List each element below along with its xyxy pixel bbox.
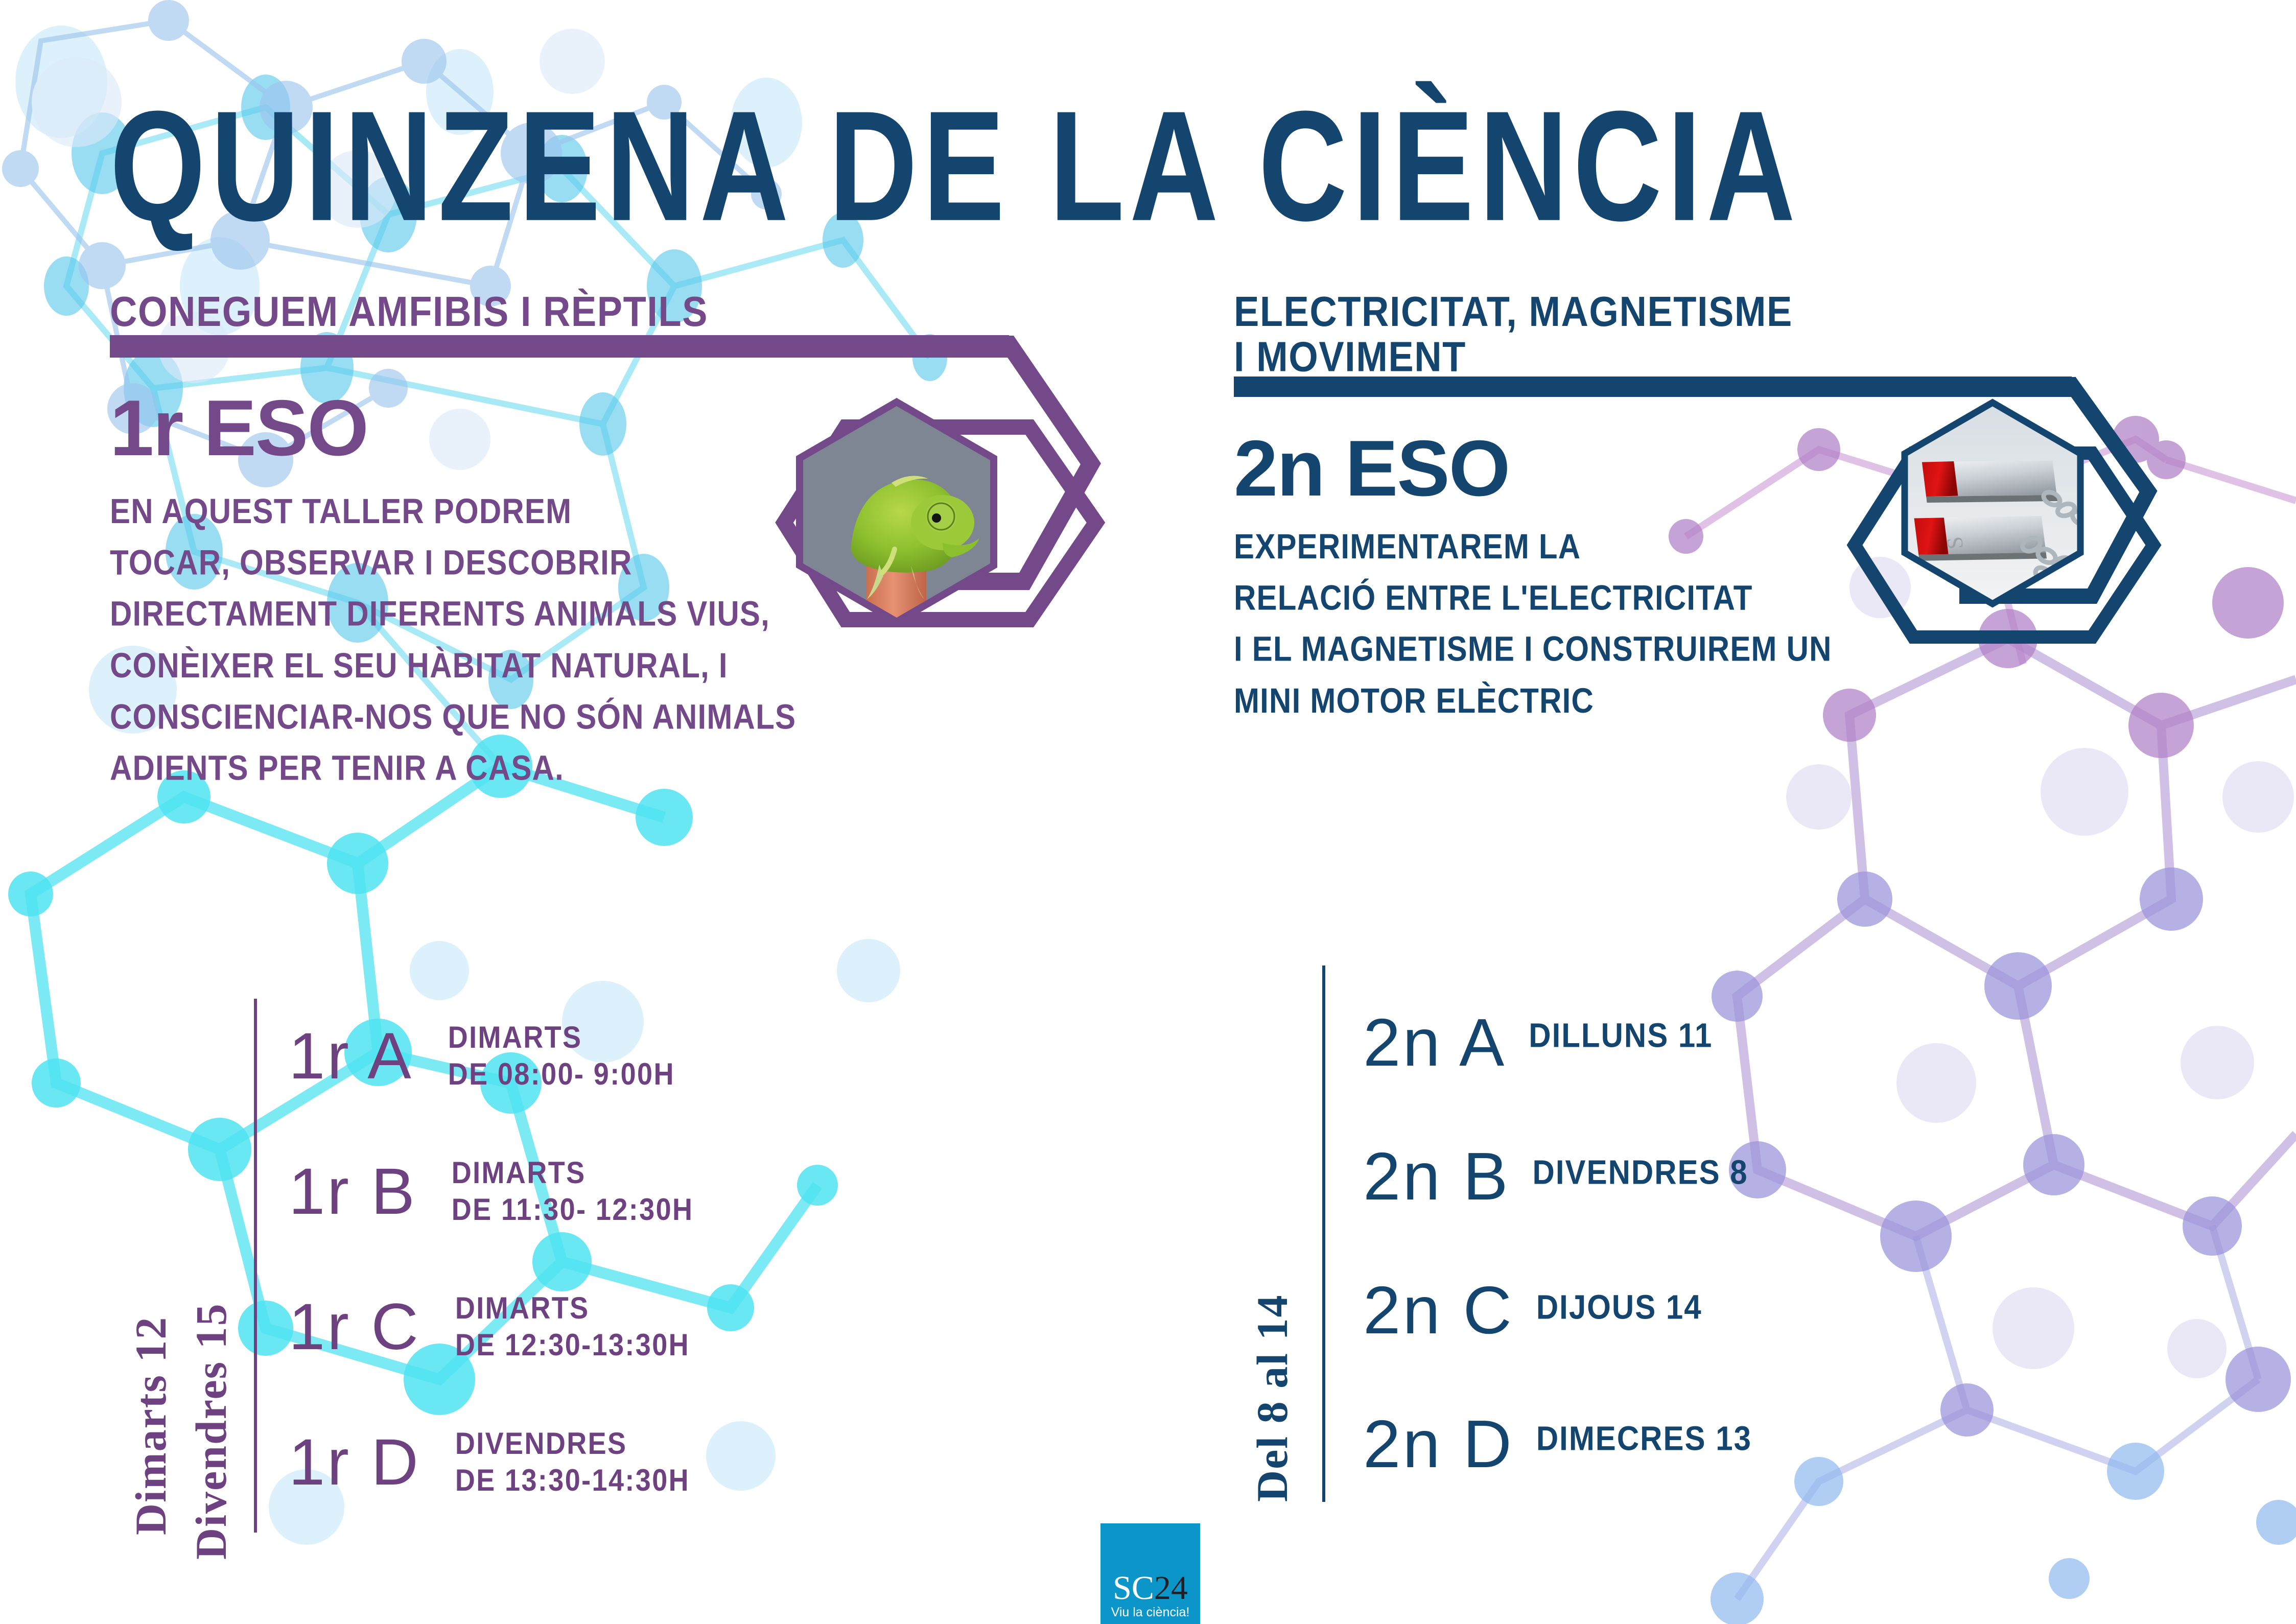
date-label-del-8-al-14: Del 8 al 14 bbox=[1248, 1294, 1297, 1502]
class-time: DIMARTS DE 11:30- 12:30H bbox=[451, 1156, 694, 1227]
chameleon-photo bbox=[789, 396, 1004, 626]
schedule-1r-eso: Dimarts 12 Divendres 15 1r A DIMARTS DE … bbox=[110, 988, 1132, 1560]
schedule-row: 2n D DIMECRES 13 bbox=[1363, 1377, 2053, 1511]
sc24-logo: SC24 Viu la ciència! bbox=[1100, 1523, 1200, 1624]
class-name: 2n D bbox=[1363, 1406, 1514, 1481]
class-time: DIMARTS DE 12:30-13:30H bbox=[455, 1291, 690, 1362]
class-name: 1r B bbox=[289, 1155, 417, 1228]
class-date: DIVENDRES 8 bbox=[1532, 1152, 1748, 1191]
page-title: QUINZENA DE LA CIÈNCIA bbox=[110, 78, 1801, 254]
logo-wordmark: SC24 bbox=[1113, 1569, 1188, 1607]
class-name: 2n A bbox=[1363, 1005, 1507, 1080]
date-label-divendres-15: Divendres 15 bbox=[186, 1303, 236, 1560]
logo-sc-text: SC bbox=[1113, 1569, 1154, 1607]
magnet-photo: S bbox=[1890, 393, 2095, 613]
class-date: DIJOUS 14 bbox=[1536, 1287, 1702, 1326]
class-name: 1r C bbox=[289, 1290, 420, 1363]
class-time: DIVENDRES DE 13:30-14:30H bbox=[455, 1426, 690, 1497]
grade-label-right: 2n ESO bbox=[1234, 424, 1510, 513]
date-label-dimarts-12: Dimarts 12 bbox=[126, 1316, 175, 1535]
class-time: DIMARTS DE 08:00- 9:00H bbox=[448, 1020, 675, 1091]
schedule-row: 1r D DIVENDRES DE 13:30-14:30H bbox=[289, 1395, 1106, 1530]
class-date: DILLUNS 11 bbox=[1529, 1016, 1713, 1054]
schedule-row: 2n A DILLUNS 11 bbox=[1363, 976, 2053, 1110]
class-name: 1r A bbox=[289, 1019, 413, 1093]
workshop-heading-left: CONEGUEM AMFIBIS I RÈPTILS bbox=[110, 287, 708, 335]
schedule-row: 1r B DIMARTS DE 11:30- 12:30H bbox=[289, 1124, 1106, 1259]
class-date: DIMECRES 13 bbox=[1536, 1419, 1752, 1457]
class-name: 2n B bbox=[1363, 1139, 1510, 1214]
left-schedule-divider bbox=[254, 999, 257, 1533]
schedule-2n-eso: Del 8 al 14 2n A DILLUNS 11 2n B DIVENDR… bbox=[1236, 960, 2054, 1533]
class-name: 2n C bbox=[1363, 1273, 1514, 1348]
schedule-row: 2n C DIJOUS 14 bbox=[1363, 1243, 2053, 1377]
logo-24-text: 24 bbox=[1154, 1569, 1188, 1607]
logo-tagline: Viu la ciència! bbox=[1111, 1605, 1190, 1619]
class-name: 1r D bbox=[289, 1425, 420, 1499]
left-frame-bar bbox=[110, 335, 1157, 628]
workshop-heading-right: ELECTRICITAT, MAGNETISME I MOVIMENT bbox=[1234, 287, 1793, 381]
schedule-row: 2n B DIVENDRES 8 bbox=[1363, 1110, 2053, 1243]
schedule-row: 1r A DIMARTS DE 08:00- 9:00H bbox=[289, 988, 1106, 1124]
schedule-row: 1r C DIMARTS DE 12:30-13:30H bbox=[289, 1259, 1106, 1395]
right-schedule-divider bbox=[1322, 966, 1325, 1502]
